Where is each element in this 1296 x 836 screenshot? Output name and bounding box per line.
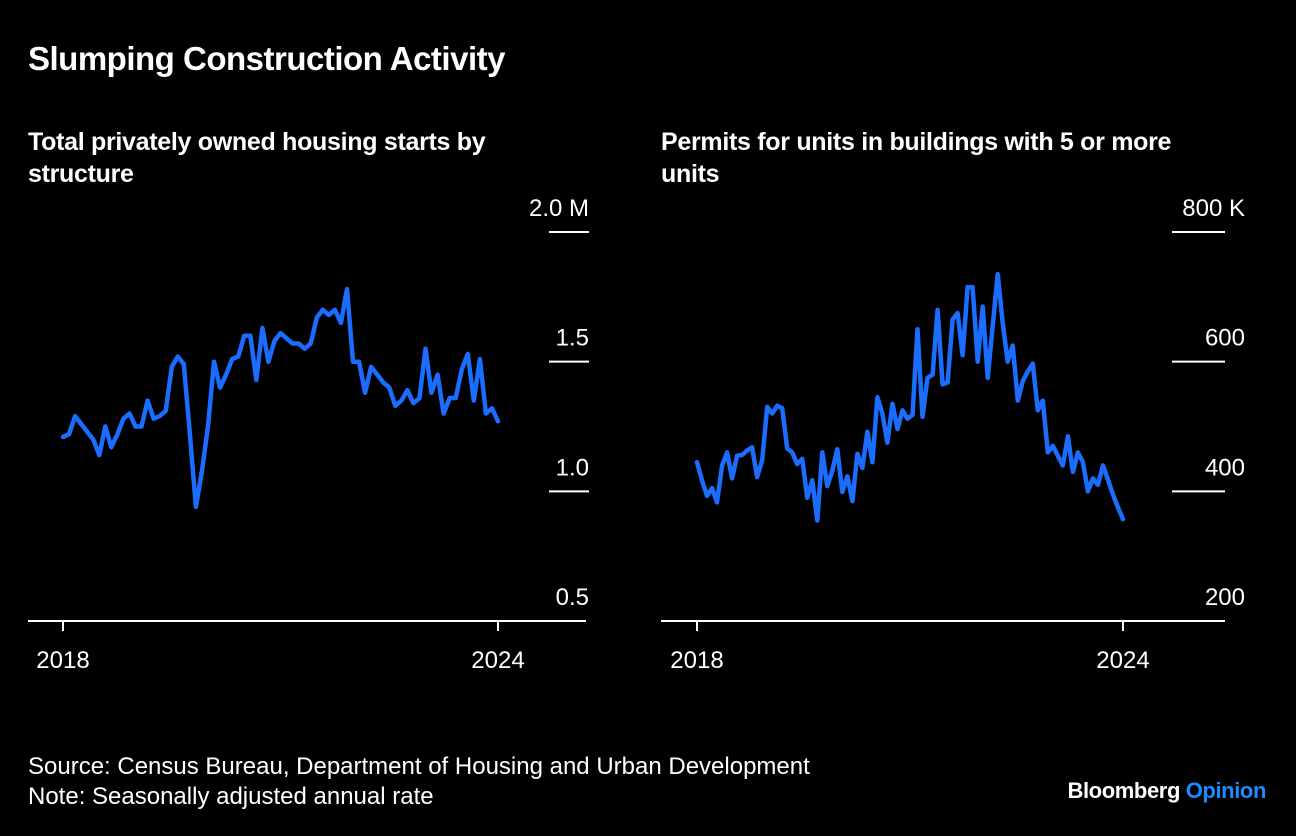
chart-main-title: Slumping Construction Activity: [28, 40, 505, 77]
y-tick-label: 1.5: [556, 325, 589, 352]
x-tick-label: 2024: [471, 647, 524, 674]
x-tick-label: 2024: [1096, 647, 1149, 674]
series-line: [694, 271, 1126, 523]
x-tick-label: 2018: [36, 647, 89, 674]
left-chart-title: Total privately owned housing starts by …: [28, 128, 486, 188]
adjustment-note: Note: Seasonally adjusted annual rate: [28, 783, 434, 810]
y-tick-label: 200: [1205, 584, 1245, 611]
multifamily-permits-chart: 200 400 600 800 K 2018 2024: [661, 195, 1245, 674]
brand-name: Bloomberg: [1067, 778, 1180, 803]
x-tick-label: 2018: [670, 647, 723, 674]
right-chart-title: Permits for units in buildings with 5 or…: [661, 128, 1172, 188]
y-tick-label: 1.0: [556, 454, 589, 481]
y-tick-label: 0.5: [556, 584, 589, 611]
y-tick-label: 2.0 M: [529, 195, 589, 222]
y-tick-label: 800 K: [1182, 195, 1245, 222]
bloomberg-opinion-logo: Bloomberg Opinion: [1067, 778, 1266, 804]
brand-accent: Opinion: [1185, 778, 1267, 803]
y-tick-label: 600: [1205, 325, 1245, 352]
housing-starts-chart: 0.5 1.0 1.5 2.0 M 2018 2024: [28, 195, 589, 674]
source-note: Source: Census Bureau, Department of Hou…: [28, 753, 810, 780]
footer: Source: Census Bureau, Department of Hou…: [28, 752, 810, 812]
y-tick-label: 400: [1205, 454, 1245, 481]
series-line: [60, 286, 501, 510]
